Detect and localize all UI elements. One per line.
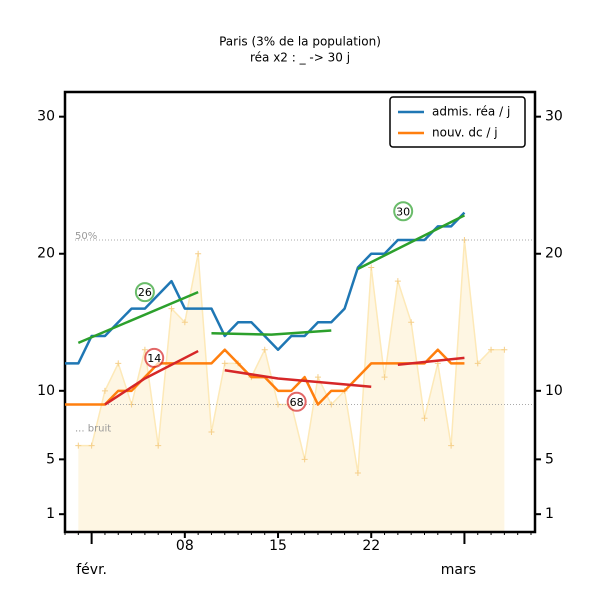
background-marker (314, 374, 321, 381)
background-marker (488, 346, 495, 353)
background-marker (75, 442, 82, 449)
y-tick-label-right: 5 (545, 451, 554, 467)
background-marker (448, 442, 455, 449)
badge (134, 282, 155, 303)
badge-label: 68 (290, 396, 304, 409)
y-tick-label-right: 30 (545, 109, 563, 125)
series-line (65, 211, 466, 365)
background-marker (394, 278, 401, 285)
background-marker (141, 346, 148, 353)
y-tick-label: 1 (46, 506, 55, 522)
background-marker (408, 319, 415, 326)
y-tick-label: 10 (37, 383, 55, 399)
x-tick-label: 15 (269, 538, 287, 554)
background-marker (115, 360, 122, 367)
chart-subtitle: réa x2 : _ -> 30 j (250, 51, 350, 65)
trend-line (397, 356, 465, 367)
background-marker (301, 456, 308, 463)
x-tick-label: mars (441, 562, 476, 578)
background-marker (195, 250, 202, 257)
background-marker (421, 415, 428, 422)
trend-line (77, 290, 199, 344)
background-marker (181, 319, 188, 326)
badge-label: 14 (147, 352, 161, 365)
background-marker (368, 264, 375, 271)
y-tick-label: 30 (37, 109, 55, 125)
background-marker (354, 470, 361, 477)
background-marker (168, 305, 175, 312)
y-tick-label-right: 20 (545, 246, 563, 262)
badge (144, 347, 165, 368)
badge (286, 391, 307, 412)
chart-title: Paris (3% de la population) (219, 35, 381, 49)
y-tick-label: 5 (46, 451, 55, 467)
background-marker (261, 346, 268, 353)
background-marker (221, 360, 228, 367)
badge-label: 30 (396, 205, 410, 218)
trend-line (211, 329, 332, 336)
background-marker (474, 360, 481, 367)
x-tick-label: 08 (176, 538, 194, 554)
legend-box (389, 96, 526, 148)
legend-label: nouv. dc / j (432, 126, 498, 140)
trend-line (357, 214, 465, 270)
trend-line (224, 369, 372, 388)
background-area (78, 240, 505, 532)
y-tick-label-right: 10 (545, 383, 563, 399)
background-marker (88, 442, 95, 449)
y-tick-label-right: 1 (545, 506, 554, 522)
reference-label: 50% (75, 231, 97, 242)
badge-label: 26 (138, 286, 152, 299)
x-tick-label: 22 (362, 538, 380, 554)
y-tick-label: 20 (37, 246, 55, 262)
background-marker (208, 428, 215, 435)
background-marker (155, 442, 162, 449)
background-marker (101, 387, 108, 394)
background-marker (381, 374, 388, 381)
legend-label: admis. réa / j (432, 105, 510, 119)
trend-line (104, 349, 199, 406)
reference-label: ... bruit (75, 424, 111, 435)
plot-frame (63, 90, 537, 534)
x-tick-label: févr. (76, 562, 107, 578)
badge (393, 201, 414, 222)
background-marker (501, 346, 508, 353)
